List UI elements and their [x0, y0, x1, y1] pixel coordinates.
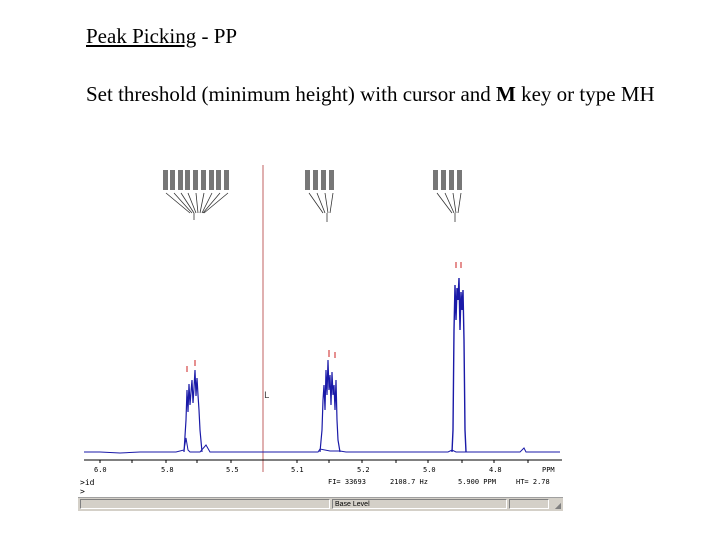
ppm-readout: 5.900 PPM — [458, 478, 496, 486]
slide-body-text: Set threshold (minimum height) with curs… — [86, 81, 686, 108]
peak-labels-group-1 — [163, 170, 229, 220]
peak-labels-group-2 — [305, 170, 334, 222]
slide-title-rest: - PP — [196, 24, 238, 48]
tick-label: PPM — [542, 466, 555, 474]
body-text-2: key or type MH — [515, 82, 655, 106]
resize-grip-icon[interactable]: ◢ — [554, 501, 561, 510]
tick-label: 6.0 — [94, 466, 107, 474]
slide-title: Peak Picking - PP — [86, 24, 237, 49]
status-pane-extra — [509, 499, 549, 509]
status-pane-empty — [80, 499, 330, 509]
body-text-1: Set threshold (minimum height) with curs… — [86, 82, 497, 106]
command-line[interactable]: >id > — [80, 478, 94, 496]
cursor-mark: L — [264, 391, 269, 401]
tick-label: 5.1 — [291, 466, 304, 474]
fi-readout: FI= 33693 — [328, 478, 366, 486]
tick-label: 5.0 — [423, 466, 436, 474]
multiplet-2 — [319, 359, 341, 453]
axis-ticks — [99, 460, 529, 463]
tick-label: 4.8 — [489, 466, 502, 474]
spectrum-baseline — [84, 437, 560, 454]
ht-readout: HT= 2.78 — [516, 478, 550, 486]
status-bar: Base Level ◢ — [78, 497, 563, 511]
command-line-1: >id — [80, 478, 95, 487]
tick-label: 5.5 — [226, 466, 239, 474]
status-pane-base-level: Base Level — [332, 499, 507, 509]
peak-labels-group-3 — [433, 170, 462, 222]
body-key-m: M — [496, 82, 516, 106]
tick-label: 5.2 — [357, 466, 370, 474]
tick-label: 5.8 — [161, 466, 174, 474]
slide-title-underlined: Peak Picking — [86, 24, 197, 48]
hz-readout: 2108.7 Hz — [390, 478, 428, 486]
command-line-2[interactable]: > — [80, 487, 85, 496]
multiplet-1 — [183, 369, 203, 453]
peak-marks — [186, 262, 462, 372]
multiplet-3 — [451, 277, 467, 453]
